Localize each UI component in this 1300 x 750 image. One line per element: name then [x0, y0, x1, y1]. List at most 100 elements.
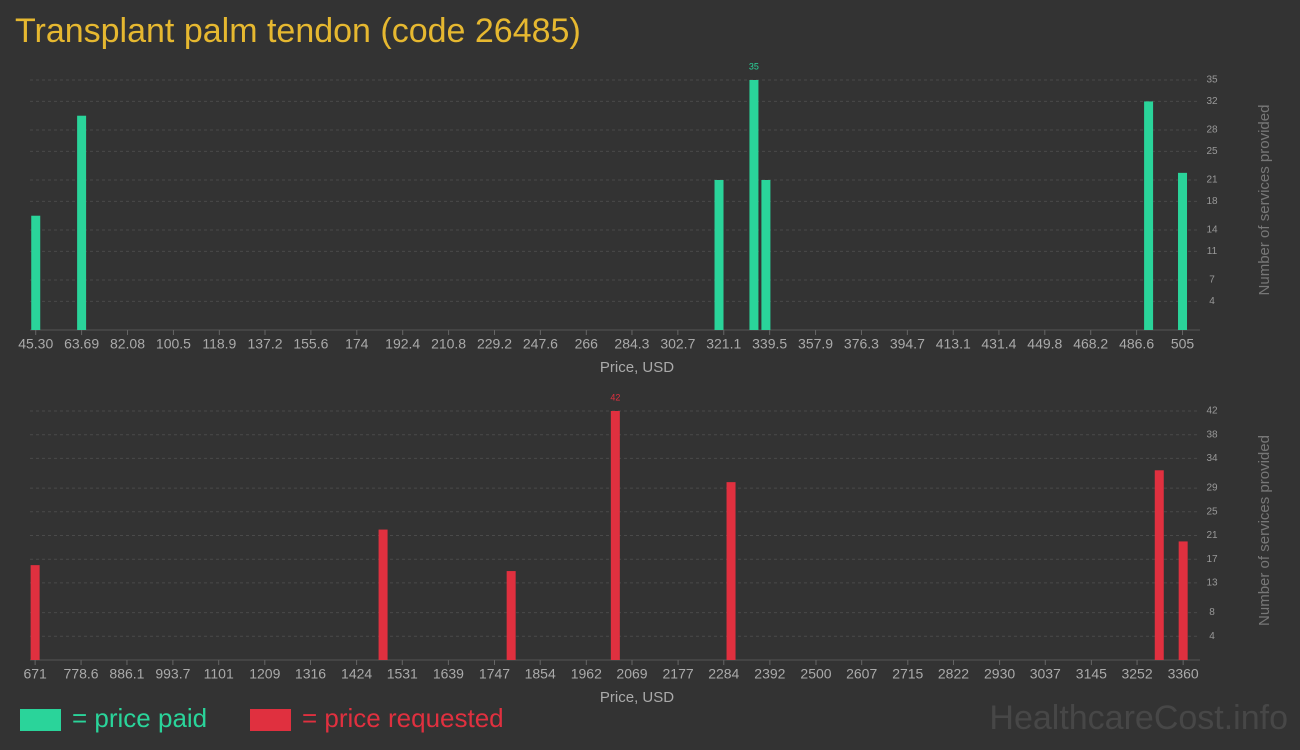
x-tick-label: 376.3: [844, 336, 879, 352]
x-tick-label: 118.9: [202, 336, 236, 352]
x-tick-label: 486.6: [1119, 336, 1154, 352]
x-tick-label: 357.9: [798, 336, 833, 352]
bar: [1154, 470, 1164, 660]
x-tick-label: 192.4: [385, 336, 420, 352]
y-tick-label: 17: [1206, 554, 1218, 565]
x-tick-label: 63.69: [64, 336, 99, 352]
x-tick-label: 2930: [984, 666, 1015, 682]
y-tick-label: 21: [1206, 175, 1218, 186]
x-tick-label: 210.8: [431, 336, 466, 352]
x-tick-label: 2069: [616, 666, 647, 682]
x-tick-label: 468.2: [1073, 336, 1108, 352]
x-tick-label: 1316: [295, 666, 326, 682]
x-tick-label: 2392: [754, 666, 785, 682]
x-tick-label: 671: [23, 666, 47, 682]
x-tick-label: 394.7: [890, 336, 925, 352]
x-tick-label: 284.3: [614, 336, 649, 352]
x-tick-label: 3145: [1076, 666, 1107, 682]
page-title: Transplant palm tendon (code 26485): [15, 12, 581, 50]
y-tick-label: 4: [1209, 631, 1215, 642]
x-tick-label: 1531: [387, 666, 418, 682]
x-tick-label: 993.7: [155, 666, 190, 682]
x-tick-label: 137.2: [247, 336, 282, 352]
y-tick-label: 42: [1206, 406, 1218, 417]
bar: [31, 215, 41, 330]
bar: [77, 115, 87, 330]
y-tick-label: 11: [1207, 246, 1218, 257]
x-tick-label: 2284: [708, 666, 739, 682]
watermark: HealthcareCost.info: [989, 699, 1288, 737]
y-tick-label: 35: [1206, 75, 1218, 86]
y-tick-label: 29: [1206, 483, 1218, 494]
bar: [506, 571, 516, 660]
y-tick-label: 18: [1206, 196, 1218, 207]
x-tick-label: 82.08: [110, 336, 145, 352]
x-tick-label: 1424: [341, 666, 372, 682]
x-tick-label: 229.2: [477, 336, 512, 352]
y-tick-label: 7: [1209, 275, 1215, 286]
x-tick-label: 778.6: [64, 666, 99, 682]
x-axis-label: Price, USD: [600, 359, 674, 376]
bar: [1178, 172, 1188, 330]
legend-label: = price paid: [72, 703, 207, 733]
x-tick-label: 3252: [1121, 666, 1152, 682]
y-axis-label: Number of services provided: [1256, 105, 1273, 296]
bar: [714, 180, 724, 330]
x-tick-label: 1962: [571, 666, 602, 682]
x-tick-label: 339.5: [752, 336, 787, 352]
bar: [1178, 541, 1188, 660]
bar: [1144, 101, 1154, 330]
x-tick-label: 3037: [1030, 666, 1061, 682]
x-tick-label: 155.6: [293, 336, 328, 352]
x-tick-label: 3360: [1168, 666, 1199, 682]
y-tick-label: 13: [1206, 578, 1218, 589]
y-tick-label: 32: [1206, 96, 1218, 107]
x-tick-label: 1101: [204, 666, 234, 682]
x-tick-label: 1639: [433, 666, 464, 682]
y-tick-label: 14: [1206, 225, 1218, 236]
x-tick-label: 449.8: [1027, 336, 1062, 352]
y-tick-label: 4: [1209, 296, 1215, 307]
bar: [749, 80, 759, 330]
value-label: 42: [610, 392, 620, 402]
x-tick-label: 413.1: [936, 336, 971, 352]
x-tick-label: 2500: [800, 666, 831, 682]
x-tick-label: 431.4: [981, 336, 1016, 352]
x-tick-label: 2822: [938, 666, 969, 682]
x-tick-label: 2177: [663, 666, 694, 682]
x-tick-label: 174: [345, 336, 369, 352]
x-tick-label: 1854: [525, 666, 556, 682]
y-tick-label: 8: [1209, 607, 1215, 618]
bar: [726, 482, 736, 660]
x-tick-label: 2715: [892, 666, 923, 682]
y-tick-label: 21: [1206, 530, 1218, 541]
bar: [378, 529, 388, 660]
y-tick-label: 34: [1206, 453, 1218, 464]
x-tick-label: 886.1: [109, 666, 144, 682]
bar: [30, 565, 40, 660]
x-tick-label: 302.7: [660, 336, 695, 352]
y-tick-label: 25: [1206, 506, 1218, 517]
y-tick-label: 38: [1206, 429, 1218, 440]
x-axis-label: Price, USD: [600, 689, 674, 706]
legend-swatch: [250, 709, 291, 731]
x-tick-label: 266: [575, 336, 599, 352]
legend-label: = price requested: [302, 703, 504, 733]
x-tick-label: 1209: [249, 666, 280, 682]
legend-swatch: [20, 709, 61, 731]
x-tick-label: 2607: [846, 666, 877, 682]
x-tick-label: 1747: [479, 666, 510, 682]
x-tick-label: 321.1: [706, 336, 741, 352]
x-tick-label: 247.6: [523, 336, 558, 352]
y-axis-label: Number of services provided: [1256, 435, 1273, 626]
x-tick-label: 45.30: [18, 336, 53, 352]
value-label: 35: [749, 61, 759, 71]
y-tick-label: 25: [1206, 146, 1218, 157]
bar: [761, 180, 771, 330]
x-tick-label: 100.5: [156, 336, 191, 352]
bar: [610, 411, 620, 660]
y-tick-label: 28: [1206, 125, 1218, 136]
x-tick-label: 505: [1171, 336, 1195, 352]
